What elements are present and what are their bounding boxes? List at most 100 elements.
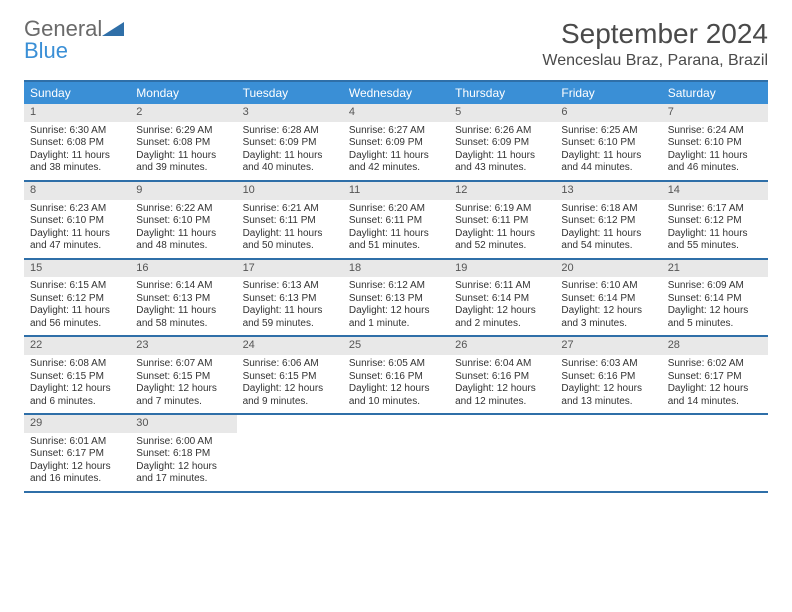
day-line-dl2: and 7 minutes. — [136, 396, 230, 409]
day-number: 9 — [130, 182, 236, 200]
day-body: Sunrise: 6:00 AMSunset: 6:18 PMDaylight:… — [130, 433, 236, 491]
day-body: Sunrise: 6:15 AMSunset: 6:12 PMDaylight:… — [24, 277, 130, 335]
day-line-ss: Sunset: 6:11 PM — [243, 215, 337, 228]
day-line-dl1: Daylight: 12 hours — [30, 461, 124, 474]
header: General Blue September 2024 Wenceslau Br… — [24, 18, 768, 70]
day-number: 14 — [662, 182, 768, 200]
dow-cell: Friday — [555, 82, 661, 104]
day-line-dl2: and 16 minutes. — [30, 473, 124, 486]
day-line-dl1: Daylight: 11 hours — [455, 228, 549, 241]
day-line-ss: Sunset: 6:15 PM — [30, 371, 124, 384]
day-line-ss: Sunset: 6:13 PM — [243, 293, 337, 306]
day-line-dl2: and 6 minutes. — [30, 396, 124, 409]
day-line-dl1: Daylight: 11 hours — [30, 305, 124, 318]
day-line-sr: Sunrise: 6:02 AM — [668, 358, 762, 371]
day-line-dl1: Daylight: 12 hours — [349, 383, 443, 396]
dow-cell: Wednesday — [343, 82, 449, 104]
day-number: 6 — [555, 104, 661, 122]
day-cell: 28Sunrise: 6:02 AMSunset: 6:17 PMDayligh… — [662, 337, 768, 413]
day-line-ss: Sunset: 6:15 PM — [136, 371, 230, 384]
day-cell: 4Sunrise: 6:27 AMSunset: 6:09 PMDaylight… — [343, 104, 449, 180]
day-body: Sunrise: 6:14 AMSunset: 6:13 PMDaylight:… — [130, 277, 236, 335]
day-body: Sunrise: 6:21 AMSunset: 6:11 PMDaylight:… — [237, 200, 343, 258]
month-title: September 2024 — [542, 18, 768, 50]
day-line-ss: Sunset: 6:11 PM — [349, 215, 443, 228]
day-line-dl2: and 39 minutes. — [136, 162, 230, 175]
day-body: Sunrise: 6:04 AMSunset: 6:16 PMDaylight:… — [449, 355, 555, 413]
day-number: 15 — [24, 260, 130, 278]
day-body: Sunrise: 6:08 AMSunset: 6:15 PMDaylight:… — [24, 355, 130, 413]
day-line-dl1: Daylight: 11 hours — [136, 228, 230, 241]
day-cell: 19Sunrise: 6:11 AMSunset: 6:14 PMDayligh… — [449, 260, 555, 336]
day-cell: 24Sunrise: 6:06 AMSunset: 6:15 PMDayligh… — [237, 337, 343, 413]
day-line-dl2: and 56 minutes. — [30, 318, 124, 331]
day-line-ss: Sunset: 6:14 PM — [561, 293, 655, 306]
day-line-dl1: Daylight: 11 hours — [136, 150, 230, 163]
day-line-dl2: and 38 minutes. — [30, 162, 124, 175]
day-line-dl1: Daylight: 12 hours — [561, 305, 655, 318]
day-line-sr: Sunrise: 6:11 AM — [455, 280, 549, 293]
day-body: Sunrise: 6:07 AMSunset: 6:15 PMDaylight:… — [130, 355, 236, 413]
day-line-dl2: and 5 minutes. — [668, 318, 762, 331]
logo-text: General Blue — [24, 18, 124, 62]
day-line-ss: Sunset: 6:10 PM — [668, 137, 762, 150]
day-line-dl2: and 54 minutes. — [561, 240, 655, 253]
day-number: 18 — [343, 260, 449, 278]
day-line-ss: Sunset: 6:17 PM — [30, 448, 124, 461]
day-line-dl1: Daylight: 11 hours — [243, 150, 337, 163]
day-line-dl2: and 17 minutes. — [136, 473, 230, 486]
day-line-dl1: Daylight: 12 hours — [455, 383, 549, 396]
day-line-ss: Sunset: 6:16 PM — [349, 371, 443, 384]
day-line-ss: Sunset: 6:17 PM — [668, 371, 762, 384]
day-body: Sunrise: 6:06 AMSunset: 6:15 PMDaylight:… — [237, 355, 343, 413]
day-body: Sunrise: 6:17 AMSunset: 6:12 PMDaylight:… — [662, 200, 768, 258]
day-cell: 5Sunrise: 6:26 AMSunset: 6:09 PMDaylight… — [449, 104, 555, 180]
day-number: 13 — [555, 182, 661, 200]
day-line-sr: Sunrise: 6:30 AM — [30, 125, 124, 138]
day-line-sr: Sunrise: 6:06 AM — [243, 358, 337, 371]
day-number: 8 — [24, 182, 130, 200]
day-cell: 9Sunrise: 6:22 AMSunset: 6:10 PMDaylight… — [130, 182, 236, 258]
day-number: 11 — [343, 182, 449, 200]
day-number: 21 — [662, 260, 768, 278]
day-line-dl1: Daylight: 12 hours — [561, 383, 655, 396]
day-cell: 18Sunrise: 6:12 AMSunset: 6:13 PMDayligh… — [343, 260, 449, 336]
day-line-sr: Sunrise: 6:15 AM — [30, 280, 124, 293]
day-line-dl2: and 50 minutes. — [243, 240, 337, 253]
day-line-ss: Sunset: 6:15 PM — [243, 371, 337, 384]
day-line-dl1: Daylight: 11 hours — [243, 305, 337, 318]
day-line-sr: Sunrise: 6:17 AM — [668, 203, 762, 216]
week-row: 22Sunrise: 6:08 AMSunset: 6:15 PMDayligh… — [24, 337, 768, 415]
day-cell: 22Sunrise: 6:08 AMSunset: 6:15 PMDayligh… — [24, 337, 130, 413]
day-body: Sunrise: 6:24 AMSunset: 6:10 PMDaylight:… — [662, 122, 768, 180]
day-cell — [449, 415, 555, 491]
day-number: 3 — [237, 104, 343, 122]
week-row: 15Sunrise: 6:15 AMSunset: 6:12 PMDayligh… — [24, 260, 768, 338]
day-line-dl2: and 1 minute. — [349, 318, 443, 331]
day-line-sr: Sunrise: 6:01 AM — [30, 436, 124, 449]
dow-row: SundayMondayTuesdayWednesdayThursdayFrid… — [24, 82, 768, 104]
day-body: Sunrise: 6:02 AMSunset: 6:17 PMDaylight:… — [662, 355, 768, 413]
day-line-dl2: and 51 minutes. — [349, 240, 443, 253]
day-line-sr: Sunrise: 6:23 AM — [30, 203, 124, 216]
day-line-sr: Sunrise: 6:07 AM — [136, 358, 230, 371]
day-line-ss: Sunset: 6:09 PM — [349, 137, 443, 150]
day-line-sr: Sunrise: 6:04 AM — [455, 358, 549, 371]
day-body: Sunrise: 6:20 AMSunset: 6:11 PMDaylight:… — [343, 200, 449, 258]
day-cell — [662, 415, 768, 491]
day-line-dl1: Daylight: 12 hours — [349, 305, 443, 318]
day-cell — [555, 415, 661, 491]
day-line-dl2: and 42 minutes. — [349, 162, 443, 175]
day-number: 7 — [662, 104, 768, 122]
day-line-sr: Sunrise: 6:26 AM — [455, 125, 549, 138]
day-body: Sunrise: 6:09 AMSunset: 6:14 PMDaylight:… — [662, 277, 768, 335]
week-row: 29Sunrise: 6:01 AMSunset: 6:17 PMDayligh… — [24, 415, 768, 493]
day-line-dl1: Daylight: 12 hours — [136, 461, 230, 474]
day-line-dl2: and 59 minutes. — [243, 318, 337, 331]
day-number: 2 — [130, 104, 236, 122]
day-line-sr: Sunrise: 6:24 AM — [668, 125, 762, 138]
logo: General Blue — [24, 18, 124, 62]
day-body: Sunrise: 6:25 AMSunset: 6:10 PMDaylight:… — [555, 122, 661, 180]
day-line-dl1: Daylight: 11 hours — [561, 150, 655, 163]
day-line-sr: Sunrise: 6:05 AM — [349, 358, 443, 371]
